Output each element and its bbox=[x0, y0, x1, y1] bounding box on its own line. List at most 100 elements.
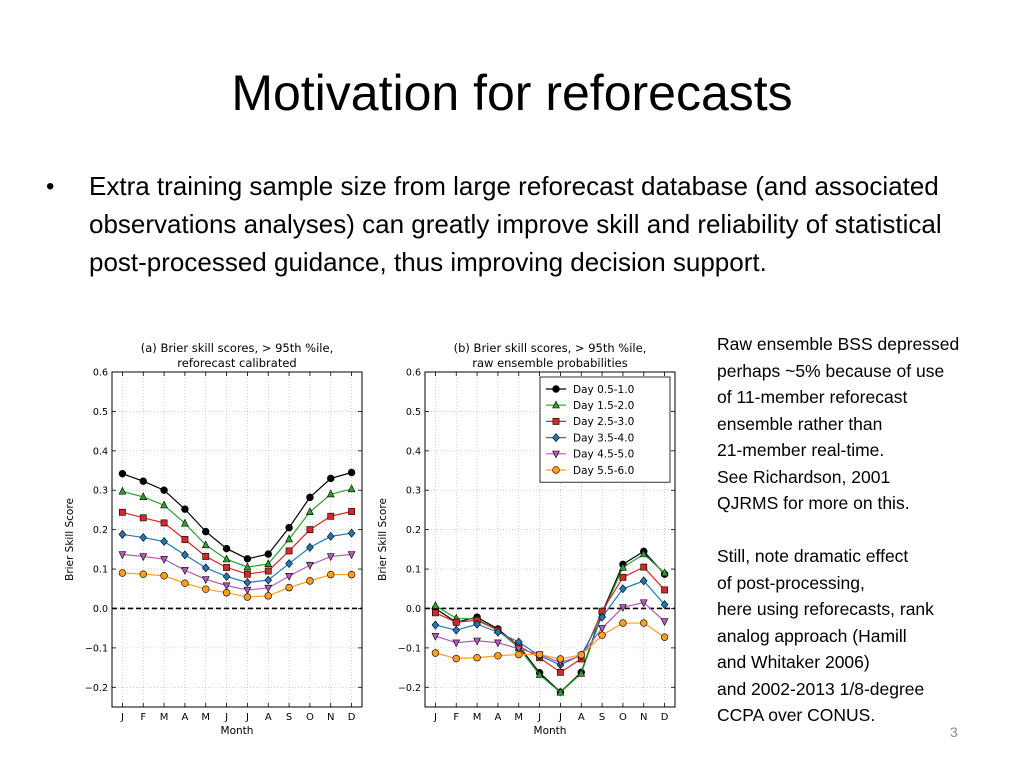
chart-a-series-5-point bbox=[118, 551, 127, 560]
chart-a-series-3-point bbox=[348, 508, 355, 515]
chart-b-legend-marker-3 bbox=[552, 418, 560, 425]
chart-b-series-6-point bbox=[431, 649, 440, 657]
chart-b-xtick-label: M bbox=[473, 712, 482, 723]
chart-a-series-3-point bbox=[264, 567, 272, 575]
chart-a-series-2-point bbox=[243, 562, 252, 571]
chart-b-xtick-label: A bbox=[578, 712, 585, 723]
chart-b-legend-label-5: Day 4.5-5.0 bbox=[573, 449, 634, 461]
chart-b-plot-frame bbox=[424, 371, 676, 708]
chart-b-xaxis-label: Month bbox=[534, 725, 567, 737]
chart-a-xtick-label: D bbox=[348, 712, 356, 723]
chart-b-series-6-point bbox=[494, 652, 502, 660]
chart-a-series-3-point bbox=[202, 553, 210, 560]
chart-a-plot-frame bbox=[111, 371, 363, 708]
chart-a-xtick-label: F bbox=[140, 712, 146, 723]
chart-a-ytick-label: 0.4 bbox=[93, 446, 108, 457]
chart-a-series-6-point bbox=[202, 585, 210, 593]
chart-a-series-1-point bbox=[118, 469, 127, 478]
chart-b-xtick-label: J bbox=[537, 712, 541, 723]
chart-a-series-6-point bbox=[222, 589, 231, 597]
chart-a-series-1-point bbox=[264, 550, 272, 558]
chart-a-xtick-label: N bbox=[327, 712, 334, 723]
chart-b-xtick-label: A bbox=[494, 712, 501, 723]
chart-a-ytick-label: 0.6 bbox=[93, 368, 108, 379]
chart-a-series-1-point bbox=[222, 544, 231, 553]
chart-b-series-2-point bbox=[535, 670, 544, 678]
chart-a-series-6-point bbox=[160, 572, 168, 580]
chart-b-title-line-2: raw ensemble probabilities bbox=[472, 356, 628, 370]
chart-b-series-2-point bbox=[619, 562, 627, 571]
chart-b-ytick-label: 0.1 bbox=[406, 565, 421, 576]
chart-a-xtick-label: J bbox=[245, 712, 249, 723]
chart-a-series-1-point bbox=[243, 555, 252, 563]
chart-a-series-1-point bbox=[347, 468, 356, 477]
chart-b-xtick-label: J bbox=[558, 712, 562, 723]
chart-b-series-6-point bbox=[598, 631, 606, 639]
chart-b-series-5-point bbox=[473, 637, 481, 646]
chart-a-series-line-6 bbox=[122, 572, 352, 598]
chart-a-series-line-5 bbox=[122, 553, 352, 591]
chart-b-series-4-point bbox=[660, 600, 669, 609]
chart-b-ytick-label: 0.2 bbox=[406, 525, 421, 536]
chart-a-ytick-label: 0.5 bbox=[93, 407, 108, 418]
side-note: Raw ensemble BSS depressed perhaps ~5% b… bbox=[717, 334, 960, 725]
chart-a-series-2-point bbox=[264, 559, 273, 568]
chart-a-series-1-point bbox=[160, 486, 168, 494]
chart-a-series-3-point bbox=[181, 536, 189, 543]
chart-b-series-6-point bbox=[640, 619, 648, 627]
chart-b-series-4-point bbox=[494, 627, 502, 637]
chart-b-series-5-point bbox=[452, 639, 461, 648]
chart-a-xtick-label: J bbox=[120, 712, 124, 723]
chart-b-series-5-point bbox=[660, 618, 669, 627]
chart-b-series-5-point bbox=[639, 599, 648, 608]
chart-a-series-4-point bbox=[347, 528, 356, 538]
chart-b-legend-label-3: Day 2.5-3.0 bbox=[573, 416, 634, 428]
chart-a-series-1-point bbox=[285, 523, 293, 532]
chart-b-series-4-point bbox=[431, 620, 440, 630]
chart-a-series-2-point bbox=[160, 500, 168, 509]
chart-a-series-3-point bbox=[223, 564, 230, 571]
chart-b-raw-ensemble: (b) Brier skill scores, > 95th %ile,raw … bbox=[377, 341, 676, 737]
chart-a-series-5-point bbox=[306, 562, 314, 570]
chart-b-series-6-point bbox=[452, 654, 460, 663]
chart-b-legend-box bbox=[539, 376, 671, 483]
chart-b-series-2-point bbox=[431, 601, 440, 609]
chart-b-series-6-point bbox=[515, 650, 523, 659]
chart-a-series-2-point bbox=[118, 486, 127, 495]
chart-b-series-4-point bbox=[473, 619, 481, 629]
chart-a-series-4-point bbox=[306, 542, 314, 552]
chart-b-series-3-point bbox=[432, 609, 439, 617]
chart-a-series-3-point bbox=[306, 526, 314, 534]
chart-a-series-line-4 bbox=[122, 532, 352, 584]
chart-a-series-3-point bbox=[119, 508, 126, 516]
chart-b-series-5-point bbox=[431, 632, 440, 641]
chart-b-legend-marker-6 bbox=[552, 466, 560, 474]
chart-a-series-5-point bbox=[264, 584, 273, 593]
chart-a-series-3-point bbox=[285, 547, 293, 555]
chart-b-series-4-point bbox=[619, 584, 627, 594]
chart-a-series-2-point bbox=[285, 534, 293, 543]
chart-a-series-1-point bbox=[327, 474, 335, 483]
chart-a-xtick-label: J bbox=[224, 712, 228, 723]
chart-a-series-1-point bbox=[306, 493, 314, 502]
chart-a-series-2-point bbox=[306, 507, 314, 516]
chart-a-ytick-label: 0.3 bbox=[93, 486, 108, 497]
chart-a-series-5-point bbox=[139, 553, 148, 562]
chart-b-legend-label-1: Day 0.5-1.0 bbox=[573, 384, 634, 396]
chart-a-xtick-label: O bbox=[306, 712, 314, 723]
chart-b-series-2-point bbox=[556, 687, 565, 696]
chart-b-series-line-1 bbox=[435, 550, 666, 693]
chart-a-xtick-label: A bbox=[265, 712, 272, 723]
chart-b-series-4-point bbox=[452, 625, 461, 635]
chart-a-series-6-point bbox=[118, 569, 127, 577]
chart-a-series-6-point bbox=[347, 570, 356, 579]
chart-a-series-4-point bbox=[326, 531, 335, 541]
chart-a-series-6-point bbox=[306, 577, 314, 585]
chart-a-yaxis-label: Brier Skill Score bbox=[64, 498, 76, 581]
chart-a-series-1-point bbox=[139, 477, 147, 485]
chart-a-ytick-label: 0.0 bbox=[93, 604, 108, 615]
chart-a-series-6-point bbox=[264, 592, 272, 600]
chart-a-series-6-point bbox=[181, 579, 189, 587]
chart-a-series-5-point bbox=[285, 573, 293, 581]
chart-a-series-1-point bbox=[202, 527, 210, 536]
